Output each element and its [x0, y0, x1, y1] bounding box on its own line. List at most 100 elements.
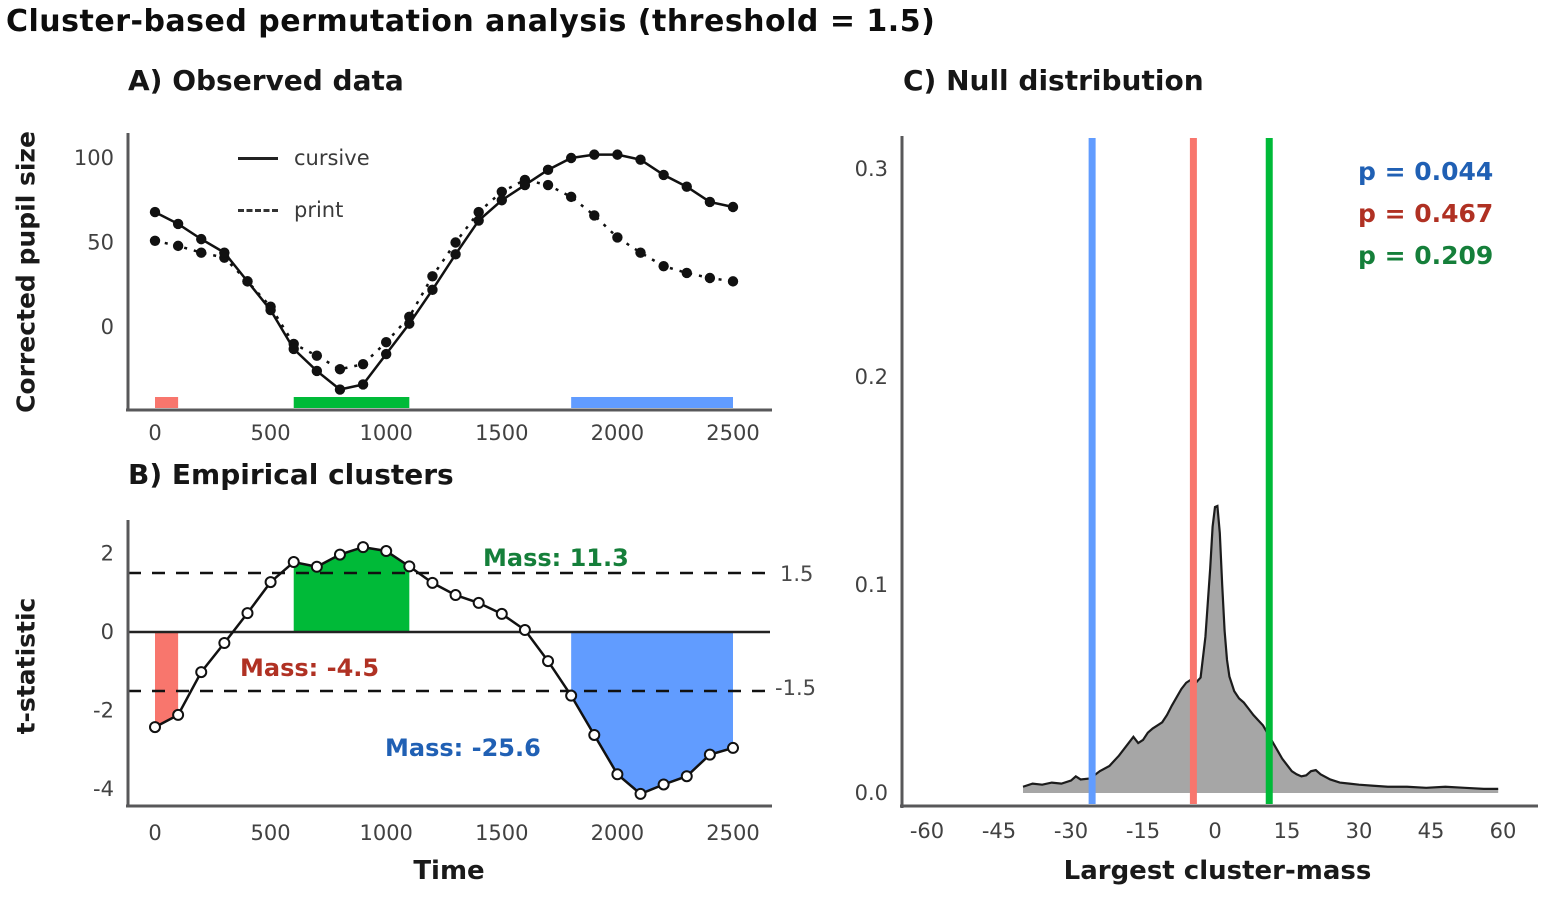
data-point-cursive	[196, 233, 207, 245]
panel-c-chart: 0.0 0.1 0.2 0.3 -60 -45 -30 -15 0 15 30 45 60	[855, 136, 1538, 843]
y-tick-label: 0.3	[855, 157, 888, 181]
data-point-cursive	[149, 206, 161, 218]
x-tick-label: 2500	[706, 821, 759, 845]
data-point-print	[727, 276, 739, 287]
data-point-cursive	[496, 195, 507, 206]
panel-b-xlabel: Time	[413, 856, 485, 886]
data-point-print	[496, 186, 507, 197]
x-tick-label: 0	[148, 821, 161, 845]
data-point-cursive	[681, 181, 692, 192]
data-point-open	[149, 721, 161, 734]
x-tick-label: 1000	[359, 821, 412, 845]
x-tick-label: 0	[1208, 819, 1221, 843]
data-point-cursive	[334, 384, 346, 395]
panel-a-title: A) Observed data	[128, 64, 404, 97]
data-point-cursive	[381, 348, 392, 360]
data-point-open	[588, 728, 601, 741]
cluster-fill-blue	[571, 632, 733, 794]
density-outline	[1022, 504, 1499, 790]
x-tick-label: 1500	[475, 421, 528, 445]
data-point-open	[287, 556, 300, 569]
data-point-open	[218, 637, 231, 650]
data-point-print	[427, 271, 438, 282]
panel-c-xlabel: Largest cluster-mass	[1063, 856, 1372, 886]
data-point-open	[657, 778, 670, 791]
x-tick-label: 60	[1490, 819, 1517, 843]
data-point-cursive	[589, 149, 600, 160]
data-point-cursive	[242, 276, 253, 287]
y-tick-label: -4	[93, 777, 114, 801]
data-point-open	[357, 541, 370, 554]
data-point-open	[264, 576, 277, 589]
y-tick-label: 50	[87, 231, 114, 255]
data-point-print	[334, 364, 346, 375]
data-point-open	[565, 689, 578, 702]
x-tick-label: 15	[1274, 819, 1301, 843]
data-point-open	[703, 748, 716, 761]
data-point-print	[311, 350, 323, 361]
x-tick-label: -60	[910, 819, 944, 843]
data-point-open	[495, 607, 508, 620]
panel-a-legend: cursive print	[238, 144, 370, 248]
cluster-bar-blue	[571, 397, 733, 408]
data-point-print	[704, 272, 716, 284]
y-tick-label: 0	[101, 315, 114, 339]
data-point-open	[449, 589, 462, 602]
dotted-line-icon	[238, 208, 278, 212]
x-tick-label: 2000	[591, 421, 644, 445]
cluster-bar-red	[155, 397, 179, 408]
x-tick-label: 30	[1346, 819, 1373, 843]
data-point-print	[381, 337, 392, 348]
y-tick-label: 0	[101, 620, 114, 644]
data-point-cursive	[219, 247, 230, 258]
data-point-cursive	[658, 169, 669, 181]
data-point-cursive	[288, 343, 299, 355]
data-point-print	[149, 235, 161, 247]
data-point-open	[542, 655, 555, 668]
data-point-open	[634, 787, 647, 800]
solid-line-icon	[238, 156, 278, 160]
p-value-red: p = 0.467	[1358, 199, 1494, 228]
data-point-print	[357, 358, 369, 370]
data-point-cursive	[427, 284, 438, 296]
data-point-cursive	[311, 365, 323, 377]
panel-b-title: B) Empirical clusters	[128, 458, 454, 491]
data-point-cursive	[612, 149, 623, 160]
legend-label-cursive: cursive	[294, 146, 370, 170]
data-point-open	[518, 624, 531, 637]
x-tick-label: 2500	[706, 421, 759, 445]
x-tick-label: 500	[251, 821, 291, 845]
data-point-print	[172, 240, 184, 252]
data-point-cursive	[519, 179, 531, 191]
data-point-cursive	[357, 379, 369, 390]
cluster-fill-green	[293, 547, 410, 632]
data-point-open	[426, 576, 439, 589]
data-point-cursive	[473, 215, 484, 226]
x-tick-label: 0	[148, 421, 161, 445]
cluster-fill-red	[155, 632, 179, 728]
data-point-print	[681, 267, 692, 279]
mass-label-red: Mass: -4.5	[240, 654, 380, 682]
data-point-cursive	[565, 152, 577, 164]
panel-b-chart: 2 0 -2 -4 0 500 1000 1500 2000 2500	[93, 520, 772, 845]
density-fill	[1023, 505, 1499, 793]
data-point-cursive	[404, 318, 415, 329]
data-point-open	[172, 708, 185, 721]
mass-label-green: Mass: 11.3	[483, 544, 629, 572]
data-point-open	[727, 741, 739, 754]
data-point-cursive	[727, 201, 739, 213]
x-tick-label: 500	[251, 421, 291, 445]
data-point-cursive	[265, 304, 276, 316]
data-point-cursive	[542, 164, 554, 176]
data-point-print	[473, 206, 484, 218]
x-tick-label: -15	[1126, 819, 1160, 843]
data-point-open	[241, 607, 254, 620]
x-tick-label: 45	[1418, 819, 1445, 843]
x-tick-label: -30	[1054, 819, 1088, 843]
figure-title: Cluster-based permutation analysis (thre…	[6, 4, 936, 39]
data-point-cursive	[172, 218, 184, 230]
data-point-cursive	[450, 249, 461, 260]
data-point-print	[589, 210, 600, 221]
y-tick-label: 100	[74, 146, 114, 170]
